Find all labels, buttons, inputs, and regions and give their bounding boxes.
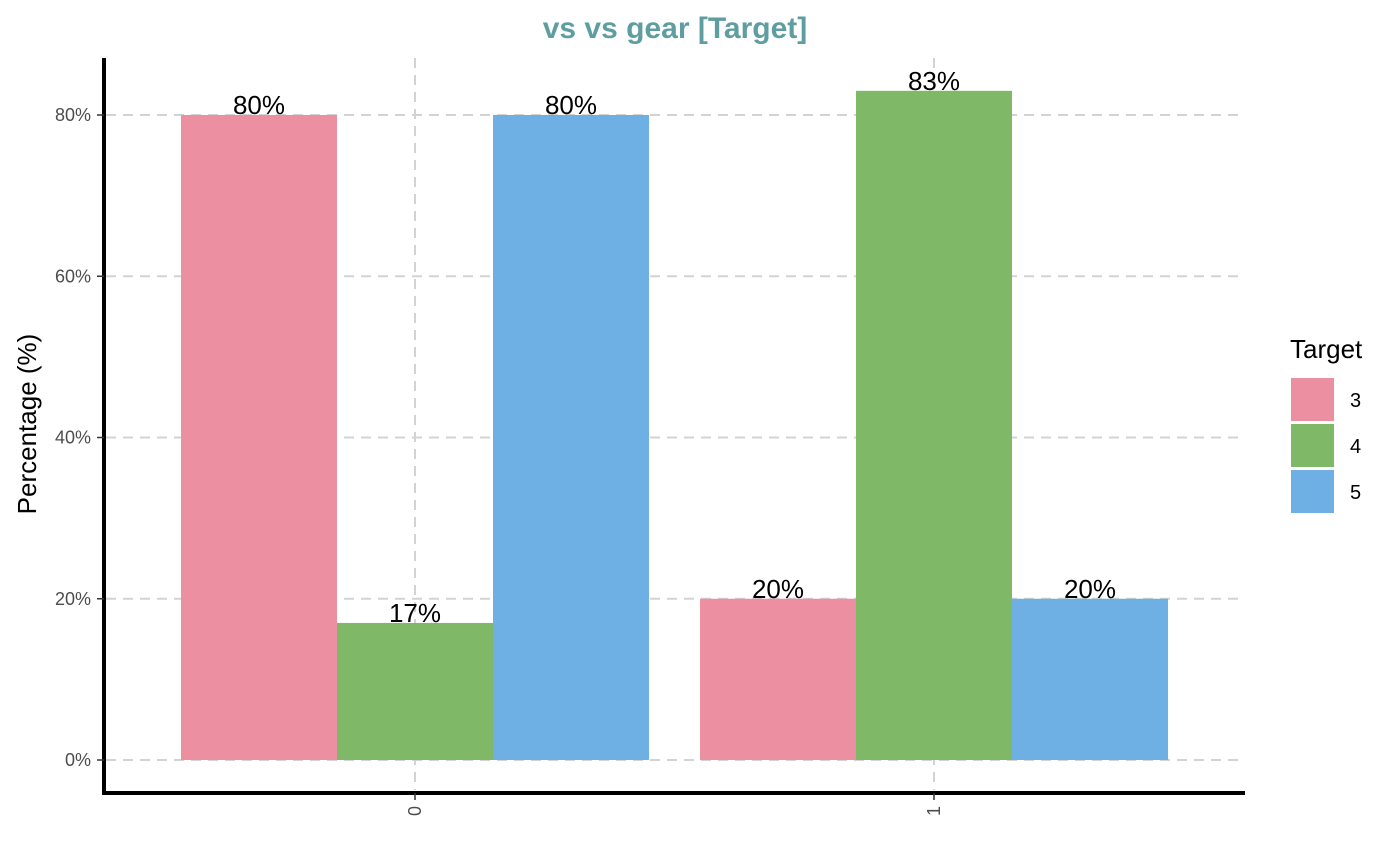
legend: Target 3 4 5 bbox=[1290, 334, 1363, 514]
legend-swatch-3 bbox=[1291, 378, 1334, 421]
bar-3-1 bbox=[700, 598, 856, 760]
bar-5-0 bbox=[493, 115, 649, 760]
bar-3-0 bbox=[181, 115, 337, 760]
data-label: 83% bbox=[908, 66, 960, 96]
axes bbox=[102, 58, 1245, 795]
data-labels: 80% 17% 80% 20% 83% 20% bbox=[233, 66, 1116, 628]
y-tick-labels: 0% 20% 40% 60% 80% bbox=[55, 105, 104, 770]
x-tick-label: 1 bbox=[924, 806, 944, 816]
y-tick-label: 60% bbox=[55, 266, 91, 286]
bar-4-0 bbox=[337, 622, 493, 760]
bar-4-1 bbox=[856, 90, 1012, 760]
legend-label-4: 4 bbox=[1350, 436, 1361, 458]
data-label: 80% bbox=[233, 90, 285, 120]
y-tick-label: 40% bbox=[55, 428, 91, 448]
y-tick-label: 80% bbox=[55, 105, 91, 125]
legend-title: Target bbox=[1290, 334, 1363, 364]
data-label: 20% bbox=[1064, 574, 1116, 604]
data-label: 80% bbox=[545, 90, 597, 120]
legend-label-5: 5 bbox=[1350, 482, 1361, 504]
data-label: 20% bbox=[752, 574, 804, 604]
bars bbox=[181, 90, 1168, 760]
legend-swatch-4 bbox=[1291, 424, 1334, 467]
y-tick-label: 20% bbox=[55, 589, 91, 609]
chart-title: vs vs gear [Target] bbox=[543, 12, 808, 45]
legend-label-3: 3 bbox=[1350, 390, 1361, 412]
bar-5-1 bbox=[1012, 598, 1168, 760]
legend-swatch-5 bbox=[1291, 470, 1334, 513]
y-tick-label: 0% bbox=[65, 750, 91, 770]
data-label: 17% bbox=[389, 598, 441, 628]
y-axis-label: Percentage (%) bbox=[12, 334, 42, 515]
x-tick-label: 0 bbox=[405, 806, 425, 816]
